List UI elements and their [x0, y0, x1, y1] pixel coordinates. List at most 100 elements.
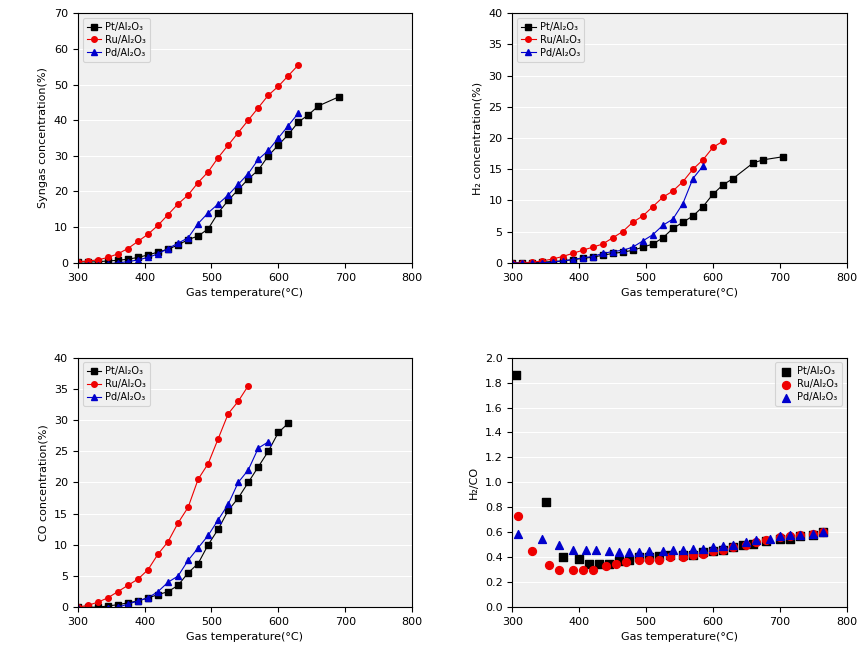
Line: Ru/Al₂O₃: Ru/Al₂O₃ [75, 62, 302, 265]
Ru/Al₂O₃ [577, 246, 588, 254]
Ru/Al₂O₃ [203, 460, 213, 468]
Pt/Al₂O₃ [183, 569, 194, 577]
Pd/Al₂O₃ [773, 531, 787, 541]
Y-axis label: CO concentration(%): CO concentration(%) [38, 424, 48, 541]
Ru/Al₂O₃ [566, 564, 580, 575]
Ru/Al₂O₃ [568, 249, 578, 257]
Pd/Al₂O₃ [253, 155, 264, 163]
Pt/Al₂O₃ [162, 246, 173, 253]
Ru/Al₂O₃ [706, 546, 720, 556]
Ru/Al₂O₃ [726, 542, 740, 552]
Ru/Al₂O₃ [83, 601, 93, 609]
Pt/Al₂O₃ [696, 547, 710, 558]
Pd/Al₂O₃ [518, 259, 528, 267]
Ru/Al₂O₃ [253, 104, 264, 112]
Pt/Al₂O₃ [758, 156, 768, 164]
Pt/Al₂O₃ [303, 111, 314, 119]
Pd/Al₂O₃ [793, 529, 807, 540]
Pd/Al₂O₃ [557, 257, 568, 265]
Pt/Al₂O₃ [73, 258, 83, 266]
Ru/Al₂O₃ [213, 154, 224, 162]
Pt/Al₂O₃ [243, 175, 253, 183]
Pt/Al₂O₃ [527, 259, 537, 267]
Pd/Al₂O₃ [83, 606, 93, 614]
Ru/Al₂O₃ [518, 259, 528, 267]
Pd/Al₂O₃ [577, 254, 588, 262]
Ru/Al₂O₃ [73, 258, 83, 266]
Pt/Al₂O₃ [143, 251, 153, 259]
Pd/Al₂O₃ [233, 180, 244, 188]
Pd/Al₂O₃ [668, 215, 678, 223]
Pt/Al₂O₃ [273, 141, 283, 149]
Pt/Al₂O₃ [264, 447, 274, 455]
Pt/Al₂O₃ [598, 251, 608, 259]
Pd/Al₂O₃ [688, 175, 698, 183]
Ru/Al₂O₃ [507, 259, 518, 267]
Pd/Al₂O₃ [193, 544, 203, 552]
Line: Pt/Al₂O₃: Pt/Al₂O₃ [510, 154, 786, 265]
Pt/Al₂O₃ [663, 550, 677, 560]
Ru/Al₂O₃ [750, 537, 764, 548]
Pt/Al₂O₃ [283, 419, 294, 427]
Pt/Al₂O₃ [334, 93, 344, 101]
Pt/Al₂O₃ [509, 370, 523, 380]
Line: Pt/Al₂O₃: Pt/Al₂O₃ [75, 94, 341, 265]
Pd/Al₂O₃ [283, 121, 294, 129]
Ru/Al₂O₃ [648, 203, 658, 211]
Ru/Al₂O₃ [677, 178, 688, 185]
Ru/Al₂O₃ [557, 253, 568, 261]
Pt/Al₂O₃ [688, 212, 698, 220]
Ru/Al₂O₃ [112, 587, 123, 595]
Line: Pd/Al₂O₃: Pd/Al₂O₃ [75, 110, 302, 267]
Pd/Al₂O₃ [183, 556, 194, 564]
Pt/Al₂O₃ [103, 602, 113, 610]
Pt/Al₂O₃ [293, 118, 303, 126]
Pd/Al₂O₃ [763, 533, 777, 544]
Ru/Al₂O₃ [618, 228, 628, 236]
Pd/Al₂O₃ [273, 134, 283, 142]
Pt/Al₂O₃ [746, 539, 760, 549]
Pd/Al₂O₃ [613, 547, 626, 558]
Ru/Al₂O₃ [816, 527, 830, 538]
Ru/Al₂O₃ [223, 141, 233, 149]
Pd/Al₂O₃ [658, 221, 668, 229]
Pt/Al₂O₃ [622, 554, 636, 565]
Ru/Al₂O₃ [783, 531, 797, 541]
Ru/Al₂O₃ [586, 564, 600, 575]
Pd/Al₂O₃ [511, 528, 524, 539]
Pt/Al₂O₃ [213, 209, 224, 217]
Pt/Al₂O₃ [793, 531, 807, 541]
Ru/Al₂O₃ [643, 554, 657, 565]
Pt/Al₂O₃ [773, 533, 787, 544]
Pd/Al₂O₃ [203, 531, 213, 539]
Pt/Al₂O₃ [727, 175, 738, 183]
Pd/Al₂O₃ [740, 537, 753, 548]
Pd/Al₂O₃ [643, 546, 657, 556]
Pd/Al₂O₃ [816, 527, 830, 538]
Pd/Al₂O₃ [92, 607, 103, 614]
Pt/Al₂O₃ [568, 255, 578, 263]
Ru/Al₂O₃ [173, 519, 183, 527]
Pt/Al₂O₃ [577, 255, 588, 263]
Pd/Al₂O₃ [203, 209, 213, 217]
X-axis label: Gas temperature(°C): Gas temperature(°C) [621, 632, 738, 642]
Y-axis label: Syngas concentration(%): Syngas concentration(%) [38, 67, 48, 209]
Ru/Al₂O₃ [193, 179, 203, 187]
Pd/Al₂O₃ [566, 544, 580, 555]
Pt/Al₂O₃ [264, 152, 274, 160]
Ru/Al₂O₃ [112, 250, 123, 258]
Pd/Al₂O₃ [253, 444, 264, 452]
Pt/Al₂O₃ [618, 248, 628, 256]
Ru/Al₂O₃ [696, 548, 710, 559]
Pd/Al₂O₃ [83, 261, 93, 269]
Ru/Al₂O₃ [663, 552, 677, 562]
Legend: Pt/Al₂O₃, Ru/Al₂O₃, Pd/Al₂O₃: Pt/Al₂O₃, Ru/Al₂O₃, Pd/Al₂O₃ [83, 362, 149, 406]
Pd/Al₂O₃ [698, 162, 708, 170]
Pd/Al₂O₃ [123, 258, 133, 266]
Pd/Al₂O₃ [648, 231, 658, 239]
Pd/Al₂O₃ [213, 516, 224, 524]
Pd/Al₂O₃ [783, 529, 797, 540]
Ru/Al₂O₃ [607, 234, 618, 242]
Ru/Al₂O₃ [688, 165, 698, 173]
Ru/Al₂O₃ [203, 168, 213, 176]
